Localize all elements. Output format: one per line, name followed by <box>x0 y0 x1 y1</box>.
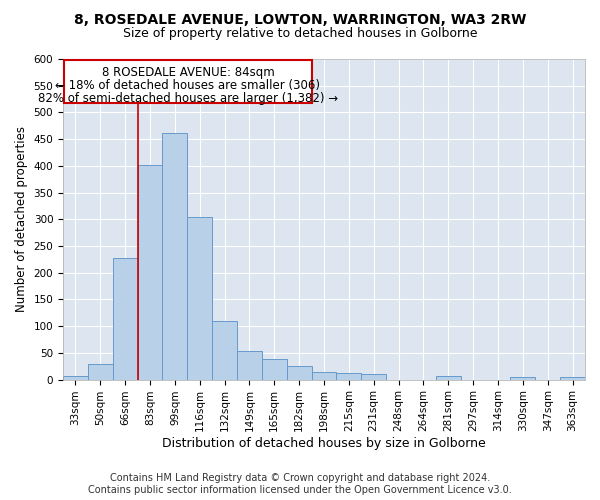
Bar <box>63 376 88 380</box>
Text: 8 ROSEDALE AVENUE: 84sqm: 8 ROSEDALE AVENUE: 84sqm <box>101 66 274 78</box>
Y-axis label: Number of detached properties: Number of detached properties <box>15 126 28 312</box>
Bar <box>511 378 535 380</box>
Text: 8, ROSEDALE AVENUE, LOWTON, WARRINGTON, WA3 2RW: 8, ROSEDALE AVENUE, LOWTON, WARRINGTON, … <box>74 12 526 26</box>
Bar <box>137 165 163 380</box>
FancyBboxPatch shape <box>64 60 311 103</box>
X-axis label: Distribution of detached houses by size in Golborne: Distribution of detached houses by size … <box>162 437 486 450</box>
Text: Size of property relative to detached houses in Golborne: Size of property relative to detached ho… <box>123 28 477 40</box>
Bar <box>237 352 262 380</box>
Bar <box>361 374 386 380</box>
Bar <box>163 132 187 380</box>
Bar <box>287 366 311 380</box>
Bar <box>311 372 337 380</box>
Bar <box>88 364 113 380</box>
Bar <box>187 216 212 380</box>
Bar <box>262 359 287 380</box>
Bar <box>113 258 137 380</box>
Bar <box>436 376 461 380</box>
Bar <box>212 321 237 380</box>
Bar <box>560 378 585 380</box>
Bar <box>337 373 361 380</box>
Text: 82% of semi-detached houses are larger (1,382) →: 82% of semi-detached houses are larger (… <box>38 92 338 105</box>
Text: Contains HM Land Registry data © Crown copyright and database right 2024.
Contai: Contains HM Land Registry data © Crown c… <box>88 474 512 495</box>
Text: ← 18% of detached houses are smaller (306): ← 18% of detached houses are smaller (30… <box>55 79 320 92</box>
